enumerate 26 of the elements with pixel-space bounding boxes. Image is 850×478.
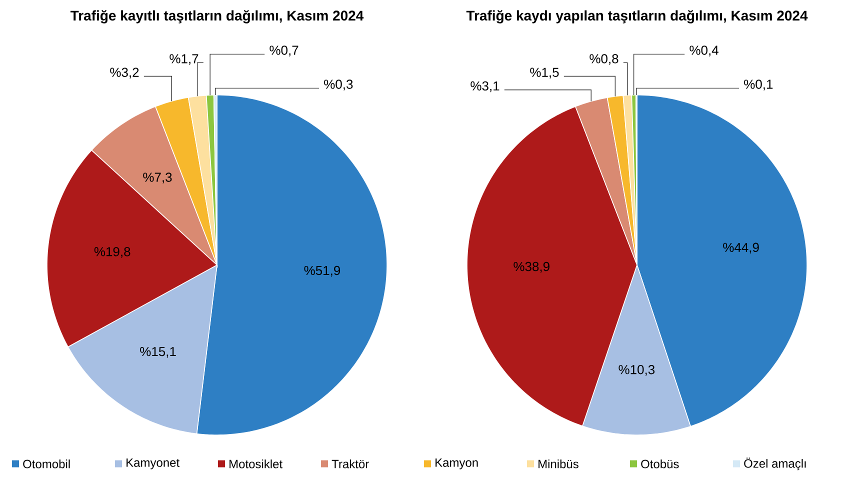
chart-title: Trafiğe kayıtlı taşıtların dağılımı, Kasım 2024 (70, 10, 364, 24)
legend-label: Minibüs (538, 459, 578, 468)
data-label: %0,4 (690, 46, 718, 56)
chart-title: Trafiğe kaydı yapılan taşıtların dağılımı, Kasım 2024 (466, 10, 808, 24)
data-label: %3,1 (470, 81, 500, 92)
legend-label: Kamyon (436, 458, 478, 470)
data-label: %3,2 (110, 68, 139, 78)
legend-label: Kamyonet (126, 458, 180, 470)
data-label: %1,5 (530, 68, 559, 78)
data-label: %0,1 (744, 80, 773, 90)
legend-label: Traktör (332, 459, 369, 468)
data-label: %0,7 (270, 46, 298, 56)
data-label: %19,8 (94, 247, 130, 258)
data-label: %51,9 (304, 266, 340, 277)
legend-label: Otomobil (23, 459, 70, 468)
data-label: %1,7 (170, 54, 198, 65)
data-label: %0,3 (324, 80, 353, 90)
data-label: %15,1 (140, 347, 176, 358)
data-label: %44,9 (723, 242, 759, 254)
legend-label: Motosiklet (230, 459, 282, 468)
data-label: %38,9 (514, 262, 550, 273)
data-label: %7,3 (143, 172, 172, 184)
legend-label: Özel amaçlı (744, 458, 806, 470)
data-label: %0,8 (590, 54, 618, 65)
legend-label: Otobüs (641, 459, 679, 468)
data-label: %10,3 (618, 365, 655, 376)
